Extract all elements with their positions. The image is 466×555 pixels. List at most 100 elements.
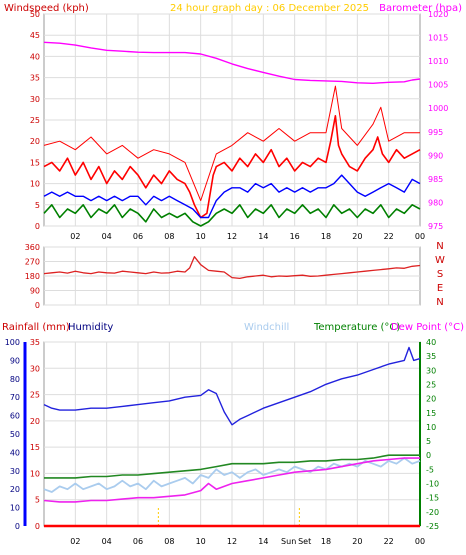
temperature-tick: -25 <box>426 522 439 531</box>
windspeed-tick: 15 <box>30 158 40 167</box>
windspeed-tick: 0 <box>35 222 40 231</box>
wind-panel-x-tick: 06 <box>133 232 143 241</box>
direction-tick: 270 <box>25 258 40 267</box>
compass-letter: W <box>435 255 445 266</box>
rainfall-tick: 15 <box>30 443 40 452</box>
rainfall-tick: 35 <box>30 338 40 347</box>
barometer-axis-title: Barometer (hpa) <box>379 3 462 14</box>
compass-letter: E <box>437 283 443 294</box>
wind-panel-x-tick: 00 <box>415 232 425 241</box>
windspeed-axis-title: Windspeed (kph) <box>4 3 89 14</box>
temperature-tick: 0 <box>426 451 431 460</box>
temp-panel-x-tick: 10 <box>196 537 206 546</box>
temp-panel-x-tick: 08 <box>164 537 174 546</box>
windspeed-tick-labels: 0 5 10 15 20 25 30 35 40 45 50 <box>30 10 40 231</box>
low-wind-line <box>43 204 421 227</box>
temperature-tick: 20 <box>426 395 436 404</box>
rainfall-tick: 30 <box>30 364 40 373</box>
sunset-label: Set <box>298 537 311 546</box>
humidity-tick-labels: 0 10 20 30 40 50 60 70 80 90 100 <box>5 338 20 531</box>
wind-panel-x-tick: 02 <box>70 232 80 241</box>
average-wind-line <box>43 174 421 219</box>
barometer-tick: 990 <box>428 151 443 160</box>
barometer-tick: 1010 <box>428 57 448 66</box>
humidity-tick: 70 <box>10 393 20 402</box>
wind-panel-x-labels: 02 04 06 08 10 12 14 16 18 20 22 00 <box>70 232 425 241</box>
windspeed-tick: 10 <box>30 180 40 189</box>
wind-panel-x-tick: 20 <box>352 232 362 241</box>
temperature-tick: 35 <box>426 352 436 361</box>
wind-panel-x-tick: 22 <box>384 232 394 241</box>
humidity-tick: 40 <box>10 448 20 457</box>
barometer-line <box>43 41 421 85</box>
direction-tick-labels: 0 90 180 270 360 <box>25 243 40 310</box>
graph-title: 24 hour graph day : 06 December 2025 <box>170 3 369 14</box>
wind-panel-series <box>43 41 421 227</box>
temperature-tick: -5 <box>426 465 434 474</box>
windspeed-tick: 35 <box>30 74 40 83</box>
humidity-axis-title: Humidity <box>68 322 113 333</box>
compass-letter: N <box>436 297 443 308</box>
humidity-tick: 10 <box>10 504 20 513</box>
temp-panel-grid <box>44 341 420 527</box>
humidity-tick: 20 <box>10 485 20 494</box>
windspeed-tick: 30 <box>30 95 40 104</box>
temperature-line <box>44 454 420 479</box>
rainfall-tick: 0 <box>35 522 40 531</box>
temp-panel-x-tick: 18 <box>321 537 331 546</box>
windspeed-tick: 40 <box>30 52 40 61</box>
temperature-tick: 25 <box>426 380 436 389</box>
rainfall-tick: 5 <box>35 496 40 505</box>
temperature-tick: 5 <box>426 437 431 446</box>
rainfall-tick: 25 <box>30 391 40 400</box>
humidity-tick: 0 <box>15 522 20 531</box>
wind-speed-line <box>43 115 421 219</box>
barometer-tick: 980 <box>428 198 443 207</box>
wind-panel-x-tick: 18 <box>321 232 331 241</box>
sun-markers <box>157 508 300 526</box>
humidity-tick: 30 <box>10 467 20 476</box>
barometer-tick: 1020 <box>428 10 448 19</box>
temperature-axis-title: Temperature (°C) <box>313 322 400 333</box>
barometer-tick: 985 <box>428 175 443 184</box>
wind-panel-grid <box>44 13 420 227</box>
windspeed-tick: 25 <box>30 116 40 125</box>
windspeed-tick: 45 <box>30 31 40 40</box>
direction-tick: 0 <box>35 301 40 310</box>
temperature-tick: -20 <box>426 508 439 517</box>
temp-panel-x-tick: 14 <box>258 537 268 546</box>
windchill-axis-title: Windchill <box>244 322 289 333</box>
direction-tick: 180 <box>25 272 40 281</box>
wind-direction-line <box>43 256 421 280</box>
windspeed-tick: 50 <box>30 10 40 19</box>
temp-panel-x-tick: 02 <box>70 537 80 546</box>
temp-panel-x-tick: 22 <box>384 537 394 546</box>
compass-letter: N <box>436 241 443 252</box>
barometer-tick: 995 <box>428 128 443 137</box>
temp-panel-x-tick: 04 <box>102 537 112 546</box>
gust-line <box>43 85 420 202</box>
temp-panel-x-labels: 02 04 06 08 10 12 14 18 20 22 00 Sun Set <box>70 537 425 546</box>
wind-panel-x-tick: 10 <box>196 232 206 241</box>
dewpoint-line <box>43 457 420 503</box>
windspeed-tick: 5 <box>35 201 40 210</box>
temp-panel-series <box>43 346 421 528</box>
barometer-tick: 1015 <box>428 34 448 43</box>
barometer-tick: 1000 <box>428 104 448 113</box>
temperature-tick: 30 <box>426 366 436 375</box>
temp-panel-x-tick: 12 <box>227 537 237 546</box>
temperature-tick: 40 <box>426 338 436 347</box>
direction-panel-series <box>43 256 421 280</box>
wind-panel-x-tick: 08 <box>164 232 174 241</box>
humidity-tick: 50 <box>10 430 20 439</box>
temperature-tick: -15 <box>426 494 439 503</box>
direction-tick: 360 <box>25 243 40 252</box>
humidity-tick: 60 <box>10 412 20 421</box>
temperature-tick-labels: -25 -20 -15 -10 -5 0 5 10 15 20 25 30 35 40 <box>426 338 439 531</box>
barometer-tick-labels: 975 980 985 990 995 1000 1005 1010 1015 1020 <box>428 10 448 231</box>
rainfall-tick: 20 <box>30 417 40 426</box>
